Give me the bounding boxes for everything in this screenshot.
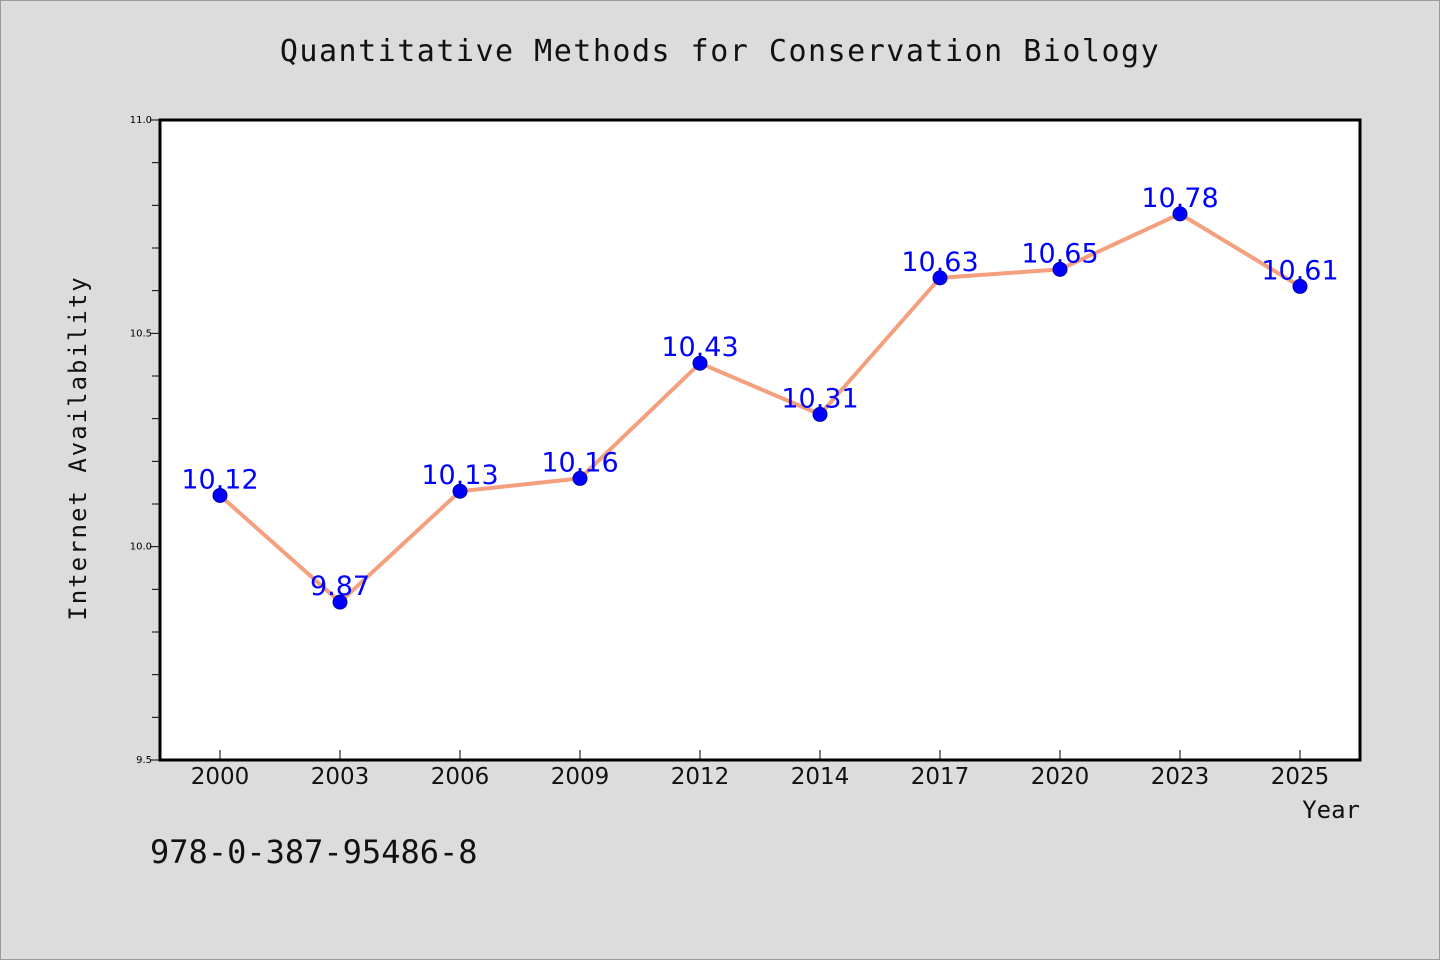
- x-tick-label: 2006: [431, 764, 490, 790]
- data-point: [1292, 278, 1308, 294]
- x-tick-label: 2012: [671, 764, 730, 790]
- plot-frame: [158, 118, 1362, 762]
- data-point: [332, 594, 348, 610]
- data-label: 9.87: [310, 571, 370, 602]
- y-tick-label: 11.0: [130, 115, 152, 126]
- data-label: 10.12: [181, 464, 258, 495]
- isbn-text: 978-0-387-95486-8: [150, 833, 478, 871]
- x-tick-label: 2020: [1031, 764, 1090, 790]
- data-point: [1052, 261, 1068, 277]
- data-point: [932, 270, 948, 286]
- x-tick-label: 2023: [1151, 764, 1210, 790]
- chart-title: Quantitative Methods for Conservation Bi…: [279, 34, 1161, 69]
- data-label: 10.78: [1141, 183, 1218, 214]
- series-line: [218, 211, 1302, 605]
- x-tick-label: 2009: [551, 764, 610, 790]
- x-tick-label: 2000: [191, 764, 250, 790]
- y-tick-label: 10.0: [130, 542, 152, 553]
- data-point: [212, 487, 228, 503]
- data-point: [1172, 206, 1188, 222]
- y-tick-label: 10.5: [130, 328, 152, 339]
- data-point: [812, 406, 828, 422]
- data-point: [692, 355, 708, 371]
- data-label: 10.61: [1261, 255, 1338, 286]
- x-tick-label: 2017: [911, 764, 970, 790]
- data-label: 10.16: [541, 447, 618, 478]
- y-tick-label: 9.5: [136, 755, 152, 766]
- data-label: 10.43: [661, 332, 738, 363]
- plot-area: [160, 120, 1360, 760]
- x-tick-label: 2025: [1271, 764, 1330, 790]
- data-label: 10.31: [781, 383, 858, 414]
- data-point: [572, 470, 588, 486]
- data-point: [452, 483, 468, 499]
- x-tick-label: 2014: [791, 764, 850, 790]
- data-label: 10.65: [1021, 238, 1098, 269]
- x-axis-label: Year: [1302, 796, 1360, 824]
- data-label: 10.63: [901, 247, 978, 278]
- x-tick-label: 2003: [311, 764, 370, 790]
- data-label: 10.13: [421, 460, 498, 491]
